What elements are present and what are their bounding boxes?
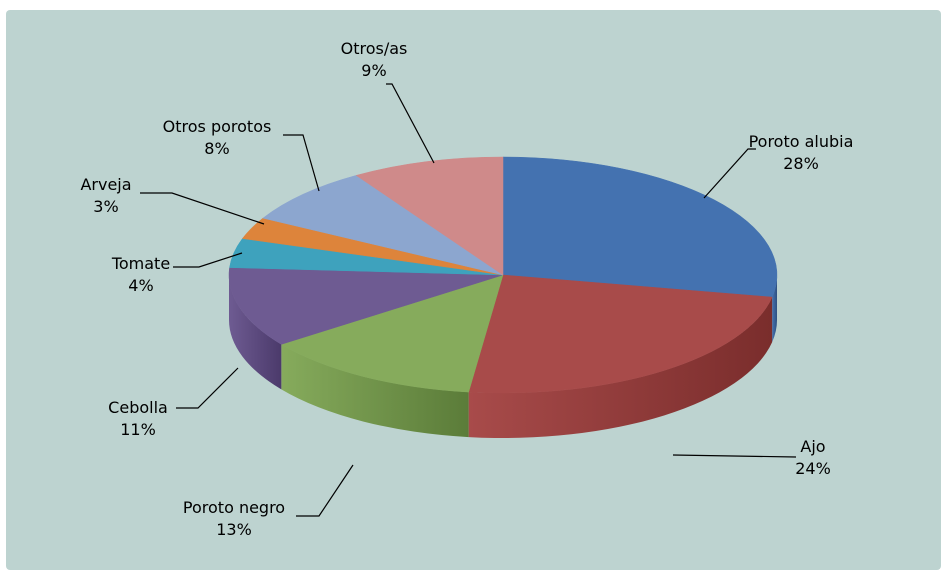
leader-otros-as <box>386 83 435 164</box>
percent-ajo: 24% <box>795 459 831 478</box>
percent-arveja: 3% <box>93 197 118 216</box>
pie-slices <box>228 156 778 394</box>
slice-side-poroto-alubia <box>772 275 777 343</box>
label-ajo: Ajo <box>800 437 825 456</box>
percent-poroto-negro: 13% <box>216 520 252 539</box>
label-poroto-alubia: Poroto alubia <box>749 132 854 151</box>
percent-otros-porotos: 8% <box>204 139 229 158</box>
leader-tomate <box>173 252 243 268</box>
label-arveja: Arveja <box>80 175 131 194</box>
leader-lines <box>140 83 797 517</box>
label-tomate: Tomate <box>111 254 170 273</box>
slice-cebolla <box>228 267 504 345</box>
slice-poroto-alubia <box>502 156 778 298</box>
slice-side-ajo <box>468 297 773 438</box>
pie-chart: Poroto alubia 28% Ajo 24% Poroto negro 13% Ceb… <box>80 39 853 539</box>
label-otros-as: Otros/as <box>341 39 408 58</box>
leader-cebolla <box>176 367 239 409</box>
slice-side-cebolla <box>229 275 282 390</box>
leader-ajo <box>672 454 797 458</box>
percent-poroto-alubia: 28% <box>783 154 819 173</box>
pie-sides <box>229 275 777 438</box>
percent-tomate: 4% <box>128 276 153 295</box>
slice-otros-porotos <box>262 175 504 276</box>
leader-arveja <box>140 192 265 225</box>
percent-otros-as: 9% <box>361 61 386 80</box>
slice-ajo <box>468 274 773 394</box>
slice-labels: Poroto alubia 28% Ajo 24% Poroto negro 13% Ceb… <box>80 39 853 539</box>
leader-otros-porotos <box>283 134 320 192</box>
slice-otros-as <box>355 156 504 276</box>
slice-poroto-negro <box>280 274 504 393</box>
leader-poroto-negro <box>296 464 354 517</box>
label-cebolla: Cebolla <box>108 398 168 417</box>
leader-poroto-alubia <box>703 148 756 199</box>
chart-area: Poroto alubia 28% Ajo 24% Poroto negro 13% Ceb… <box>6 10 941 570</box>
slice-side-poroto-negro <box>281 344 469 438</box>
percent-cebolla: 11% <box>120 420 156 439</box>
label-poroto-negro: Poroto negro <box>183 498 285 517</box>
label-otros-porotos: Otros porotos <box>163 117 272 136</box>
